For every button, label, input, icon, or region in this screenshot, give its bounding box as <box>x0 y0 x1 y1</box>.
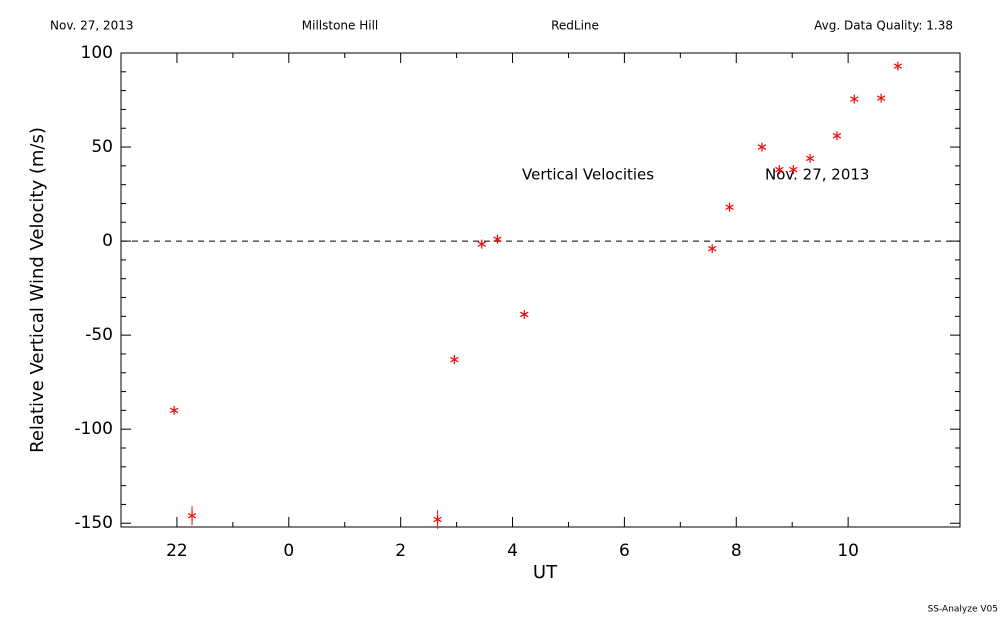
data-point <box>850 94 859 104</box>
data-point <box>876 93 886 103</box>
data-point <box>433 514 442 524</box>
x-tick-label: 6 <box>619 541 630 561</box>
footer: SS-Analyze V05 <box>928 605 998 615</box>
y-axis-label: Relative Vertical Wind Velocity (m/s) <box>27 127 48 453</box>
data-point <box>493 234 502 244</box>
annotation: Vertical Velocities <box>522 166 654 184</box>
x-tick-label: 4 <box>507 541 518 561</box>
data-point <box>169 405 179 415</box>
header-filter: RedLine <box>551 19 599 33</box>
data-point <box>450 355 459 365</box>
data-point <box>520 309 529 319</box>
y-tick-label: -50 <box>85 325 113 345</box>
x-tick-label: 0 <box>283 541 294 561</box>
data-point <box>775 165 784 175</box>
asterisk-stroke <box>893 63 903 69</box>
data-point <box>725 202 734 212</box>
asterisk-stroke <box>832 132 842 139</box>
y-tick-label: 50 <box>91 137 113 157</box>
asterisk-stroke <box>725 204 734 211</box>
data-point <box>805 153 815 163</box>
x-tick-label: 10 <box>837 541 859 561</box>
asterisk-stroke <box>757 144 767 150</box>
data-point <box>757 142 767 152</box>
data-point <box>187 511 197 521</box>
asterisk-stroke <box>789 166 798 173</box>
plot-frame <box>120 52 961 528</box>
y-tick-label: 0 <box>102 231 113 251</box>
data-point <box>708 244 717 254</box>
x-tick-label: 8 <box>731 541 742 561</box>
header-site: Millstone Hill <box>302 19 378 33</box>
asterisk-stroke <box>187 512 197 519</box>
x-tick-label: 2 <box>395 541 406 561</box>
data-point <box>789 165 798 175</box>
data-point <box>893 61 903 71</box>
asterisk-stroke <box>850 96 859 102</box>
data-point <box>832 131 842 141</box>
annotation: Nov. 27, 2013 <box>765 166 869 184</box>
asterisk-stroke <box>477 241 486 247</box>
y-tick-label: -100 <box>74 419 113 439</box>
asterisk-stroke <box>433 516 442 523</box>
asterisk-stroke <box>450 356 459 363</box>
asterisk-stroke <box>520 311 529 318</box>
asterisk-stroke <box>493 236 502 242</box>
y-tick-label: -150 <box>74 513 113 533</box>
header-date: Nov. 27, 2013 <box>50 19 134 33</box>
asterisk-stroke <box>169 407 179 414</box>
x-axis-label: UT <box>533 562 558 583</box>
data-point <box>477 239 486 249</box>
x-tick-label: 22 <box>166 541 188 561</box>
asterisk-stroke <box>775 166 784 173</box>
asterisk-stroke <box>708 245 717 252</box>
asterisk-stroke <box>805 155 815 162</box>
asterisk-stroke <box>876 95 886 101</box>
header-quality: Avg. Data Quality: 1.38 <box>814 19 953 33</box>
y-tick-label: 100 <box>81 43 113 63</box>
